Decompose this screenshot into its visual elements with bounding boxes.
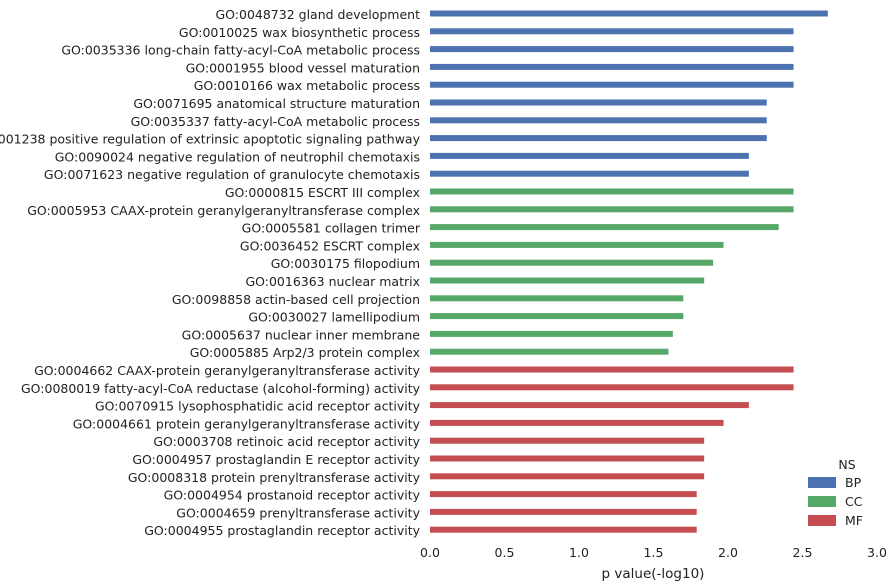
category-label: GO:0048732 gland development — [215, 7, 420, 22]
legend-label-mf: MF — [845, 513, 863, 528]
category-label: GO:0071623 negative regulation of granul… — [44, 167, 420, 182]
bar-bp-1 — [430, 28, 794, 35]
bar-mf-27 — [430, 491, 697, 498]
category-label: GO:0004662 CAAX-protein geranylgeranyltr… — [34, 363, 421, 378]
category-label: GO:0090024 negative regulation of neutro… — [55, 149, 420, 164]
bar-mf-21 — [430, 384, 794, 391]
bar-cc-14 — [430, 259, 714, 266]
x-tick-label: 1.0 — [569, 545, 589, 560]
bar-bp-8 — [430, 152, 749, 159]
category-label: GO:0010166 wax metabolic process — [194, 78, 420, 93]
bar-mf-28 — [430, 508, 697, 515]
category-label: GO:0004957 prostaglandin E receptor acti… — [132, 452, 420, 467]
legend-swatch-mf — [808, 515, 836, 526]
x-axis-ticks: 0.0 0.5 1.0 1.5 2.0 2.5 3.0 — [420, 545, 887, 560]
bar-mf-20 — [430, 366, 794, 373]
x-tick-label: 2.0 — [718, 545, 738, 560]
category-label: GO:0004955 prostaglandin receptor activi… — [144, 523, 420, 538]
bar-bp-7 — [430, 135, 767, 142]
category-label: GO:0001955 blood vessel maturation — [186, 60, 420, 75]
legend-swatch-cc — [808, 496, 836, 507]
bar-cc-17 — [430, 313, 684, 320]
bar-mf-25 — [430, 455, 705, 462]
x-tick-label: 0.0 — [420, 545, 440, 560]
bar-bp-4 — [430, 81, 794, 88]
bar-mf-26 — [430, 473, 705, 480]
bar-bp-3 — [430, 63, 794, 70]
category-label: GO:0005637 nuclear inner membrane — [182, 327, 421, 342]
category-label: GO:0030027 lamellipodium — [248, 310, 420, 325]
bar-cc-10 — [430, 188, 794, 195]
category-label: GO:0005885 Arp2/3 protein complex — [190, 345, 420, 360]
category-labels: GO:0048732 gland development GO:0010025 w… — [0, 7, 421, 538]
category-label: GO:0030175 filopodium — [271, 256, 420, 271]
bar-mf-29 — [430, 526, 697, 533]
bar-mf-23 — [430, 419, 724, 426]
x-tick-label: 3.0 — [867, 545, 887, 560]
category-label: GO:0036452 ESCRT complex — [240, 238, 420, 253]
bar-cc-13 — [430, 241, 724, 248]
legend: NS BP CC MF — [808, 457, 863, 528]
category-label: GO:0016363 nuclear matrix — [245, 274, 420, 289]
category-label: GO:0003708 retinoic acid receptor activi… — [153, 434, 420, 449]
legend-label-bp: BP — [845, 475, 862, 490]
category-label: GO:0004659 prenyltransferase activity — [176, 505, 420, 520]
bar-cc-15 — [430, 277, 705, 284]
bar-cc-18 — [430, 330, 673, 337]
category-label: GO:2001238 positive regulation of extrin… — [0, 132, 421, 147]
category-label: GO:0000815 ESCRT III complex — [225, 185, 420, 200]
bar-cc-19 — [430, 348, 669, 355]
bar-mf-22 — [430, 402, 749, 409]
bar-cc-11 — [430, 206, 794, 213]
category-label: GO:0010025 wax biosynthetic process — [179, 25, 420, 40]
x-axis-label: p value(-log10) — [602, 566, 705, 582]
category-label: GO:0080019 fatty-acyl-CoA reductase (alc… — [21, 381, 421, 396]
x-tick-label: 2.5 — [793, 545, 813, 560]
bar-bp-6 — [430, 117, 767, 124]
category-label: GO:0008318 protein prenyltransferase act… — [128, 470, 421, 485]
category-label: GO:0005581 collagen trimer — [242, 221, 421, 236]
bar-cc-12 — [430, 224, 779, 231]
bar-bp-5 — [430, 99, 767, 106]
category-label: GO:0035336 long-chain fatty-acyl-CoA met… — [61, 43, 420, 58]
category-label: GO:0070915 lysophosphatidic acid recepto… — [95, 399, 421, 414]
legend-label-cc: CC — [845, 494, 863, 509]
category-label: GO:0098858 actin-based cell projection — [172, 292, 420, 307]
bar-cc-16 — [430, 295, 684, 302]
legend-title: NS — [838, 457, 855, 472]
bar-bp-0 — [430, 10, 828, 17]
x-tick-label: 0.5 — [495, 545, 515, 560]
category-label: GO:0004954 prostanoid receptor activity — [164, 488, 421, 503]
bar-bp-9 — [430, 170, 749, 177]
x-tick-label: 1.5 — [644, 545, 664, 560]
category-label: GO:0071695 anatomical structure maturati… — [133, 96, 420, 111]
bars-group — [430, 10, 828, 533]
category-label: GO:0004661 protein geranylgeranyltransfe… — [73, 416, 421, 431]
bar-bp-2 — [430, 46, 794, 53]
legend-swatch-bp — [808, 477, 836, 488]
bar-mf-24 — [430, 437, 705, 444]
category-label: GO:0035337 fatty-acyl-CoA metabolic proc… — [131, 114, 420, 129]
category-label: GO:0005953 CAAX-protein geranylgeranyltr… — [27, 203, 420, 218]
